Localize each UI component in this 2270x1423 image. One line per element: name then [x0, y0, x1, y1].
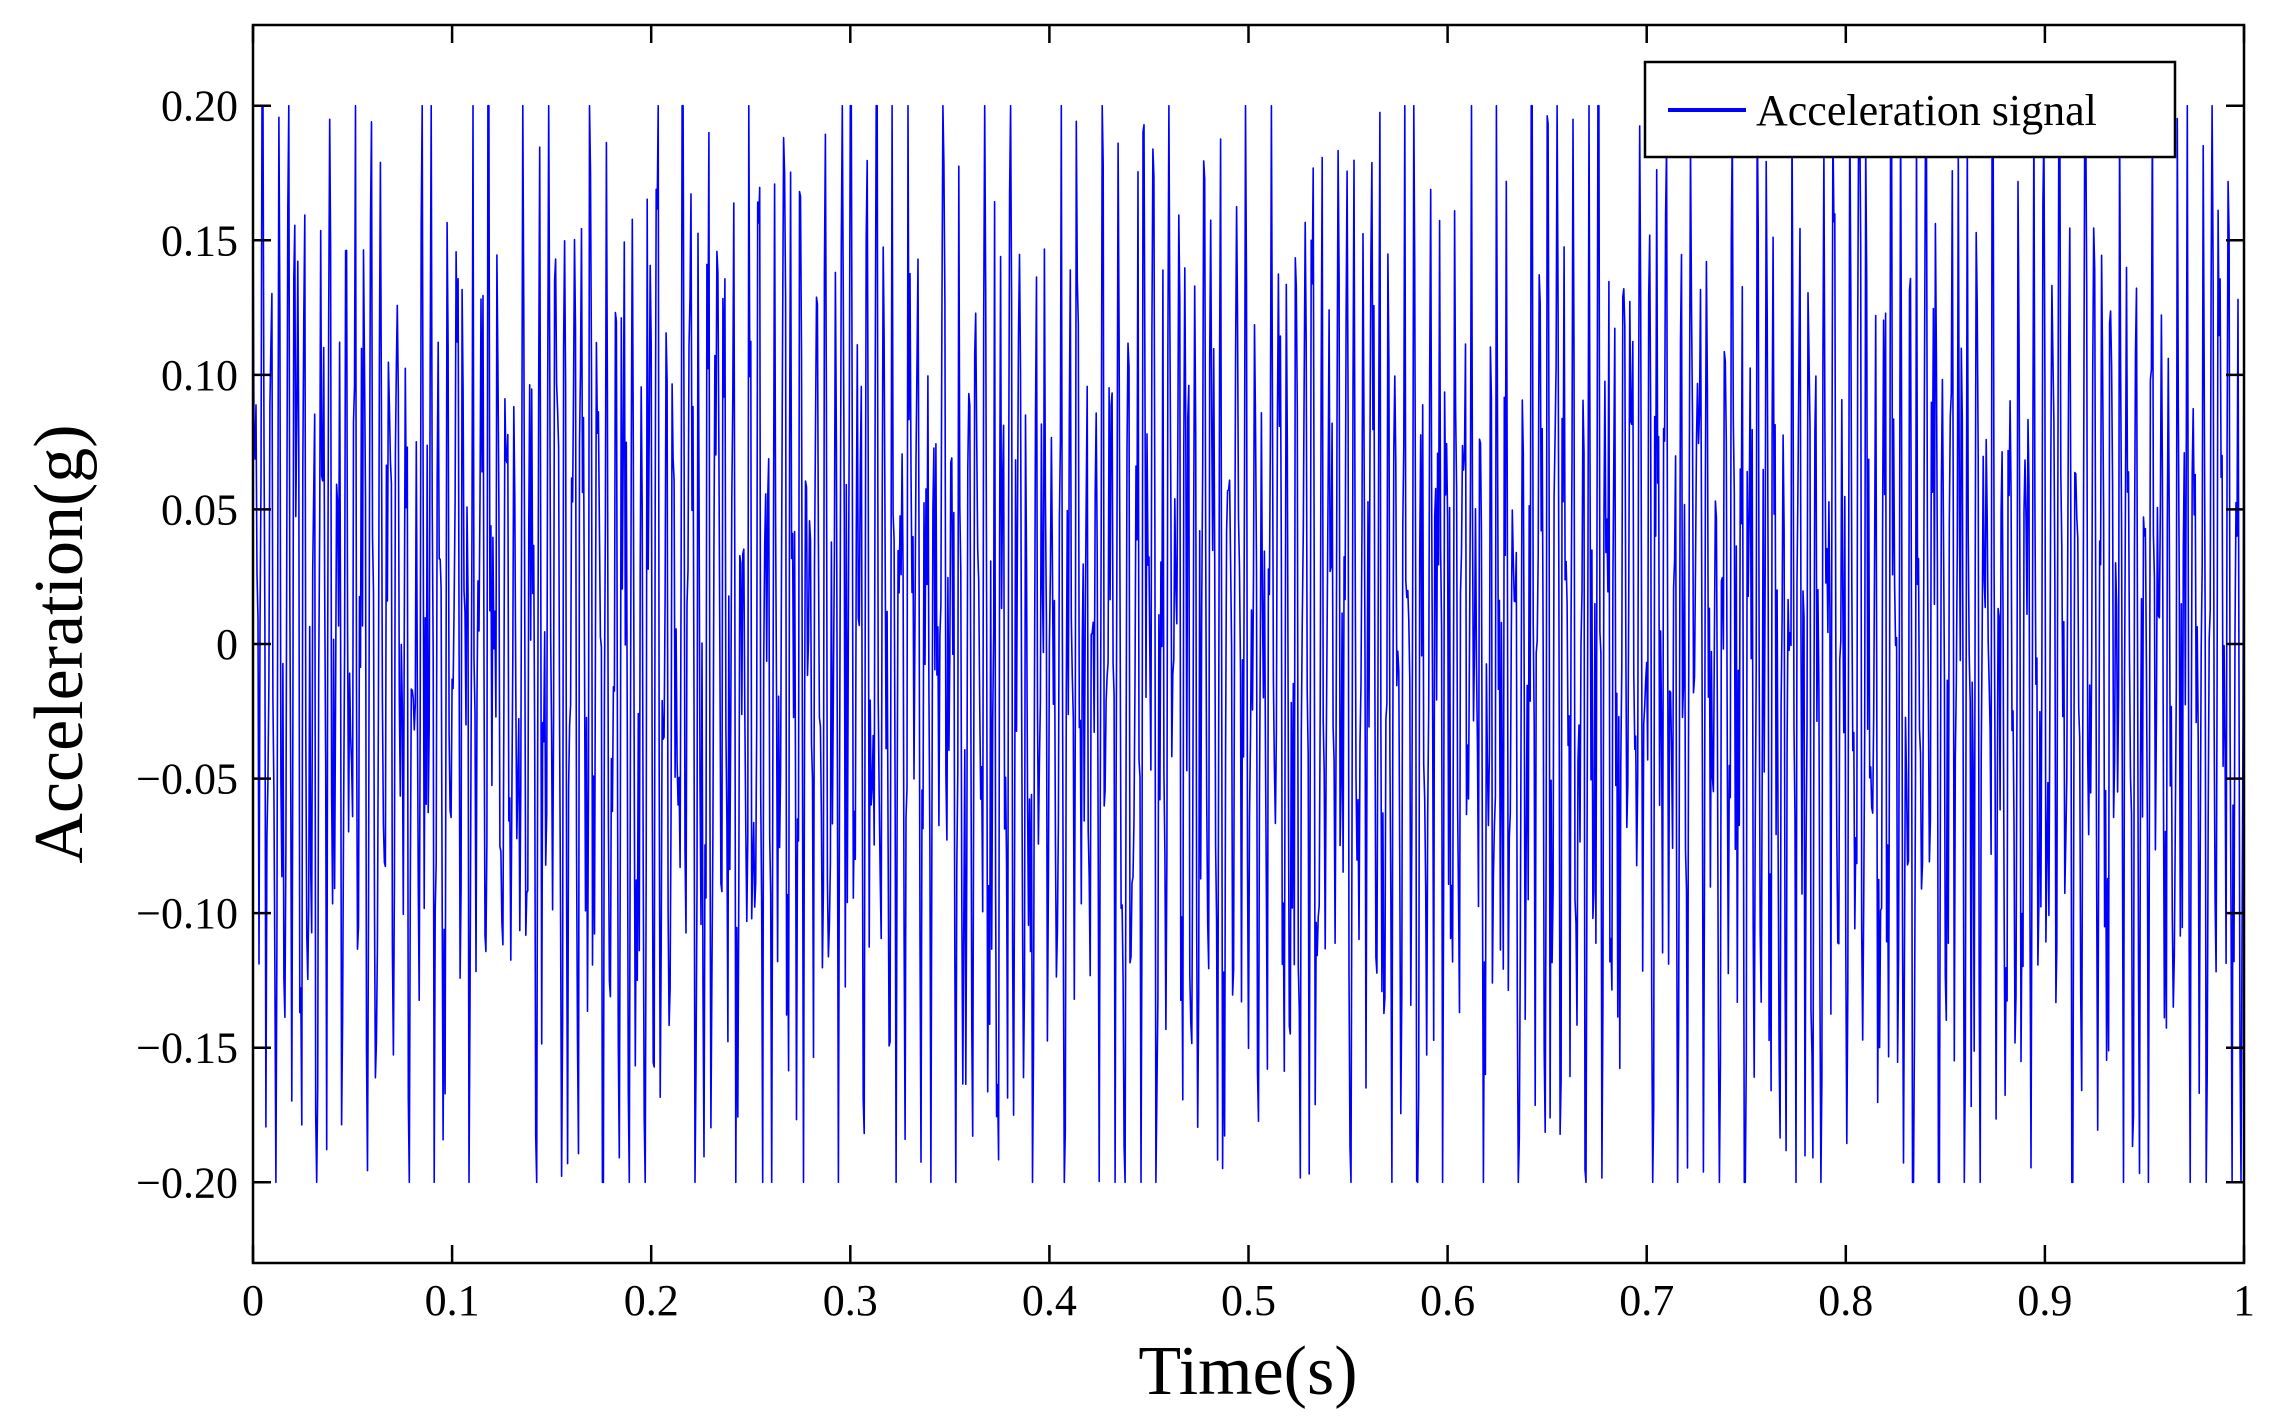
y-tick-label: 0 — [216, 620, 238, 669]
y-tick-label: −0.05 — [136, 755, 238, 804]
legend-label: Acceleration signal — [1756, 86, 2097, 135]
series-line-acceleration-signal — [252, 104, 2245, 1184]
x-axis: 0 0.1 0.2 0.3 0.4 0.5 0.6 0.7 0.8 0.9 1 — [242, 25, 2255, 1325]
x-tick-label: 0.6 — [1420, 1276, 1475, 1325]
x-tick-label: 0.4 — [1022, 1276, 1077, 1325]
y-tick-label: −0.15 — [136, 1024, 238, 1073]
x-tick-label: 0.1 — [425, 1276, 480, 1325]
x-tick-label: 0.7 — [1619, 1276, 1674, 1325]
x-tick-label: 0.3 — [823, 1276, 878, 1325]
y-tick-label: 0.20 — [161, 82, 238, 131]
y-tick-label: −0.20 — [136, 1158, 238, 1207]
x-tick-label: 0 — [242, 1276, 264, 1325]
x-axis-label: Time(s) — [1138, 1333, 1357, 1410]
x-tick-label: 0.9 — [2017, 1276, 2072, 1325]
x-tick-label: 0.2 — [624, 1276, 679, 1325]
x-tick-label: 0.5 — [1221, 1276, 1276, 1325]
y-tick-label: 0.10 — [161, 351, 238, 400]
y-tick-label: −0.10 — [136, 889, 238, 938]
x-tick-label: 0.8 — [1818, 1276, 1873, 1325]
y-tick-label: 0.15 — [161, 216, 238, 265]
y-axis-label: Acceleration(g) — [21, 424, 98, 863]
y-axis: 0.20 0.15 0.10 0.05 0 −0.05 −0.10 −0.15 −0.20 — [136, 82, 2244, 1207]
y-tick-label: 0.05 — [161, 485, 238, 534]
legend: Acceleration signal — [1643, 60, 2177, 159]
plot-background — [253, 25, 2244, 1263]
x-tick-label: 1 — [2233, 1276, 2255, 1325]
series-layer — [252, 104, 2245, 1184]
